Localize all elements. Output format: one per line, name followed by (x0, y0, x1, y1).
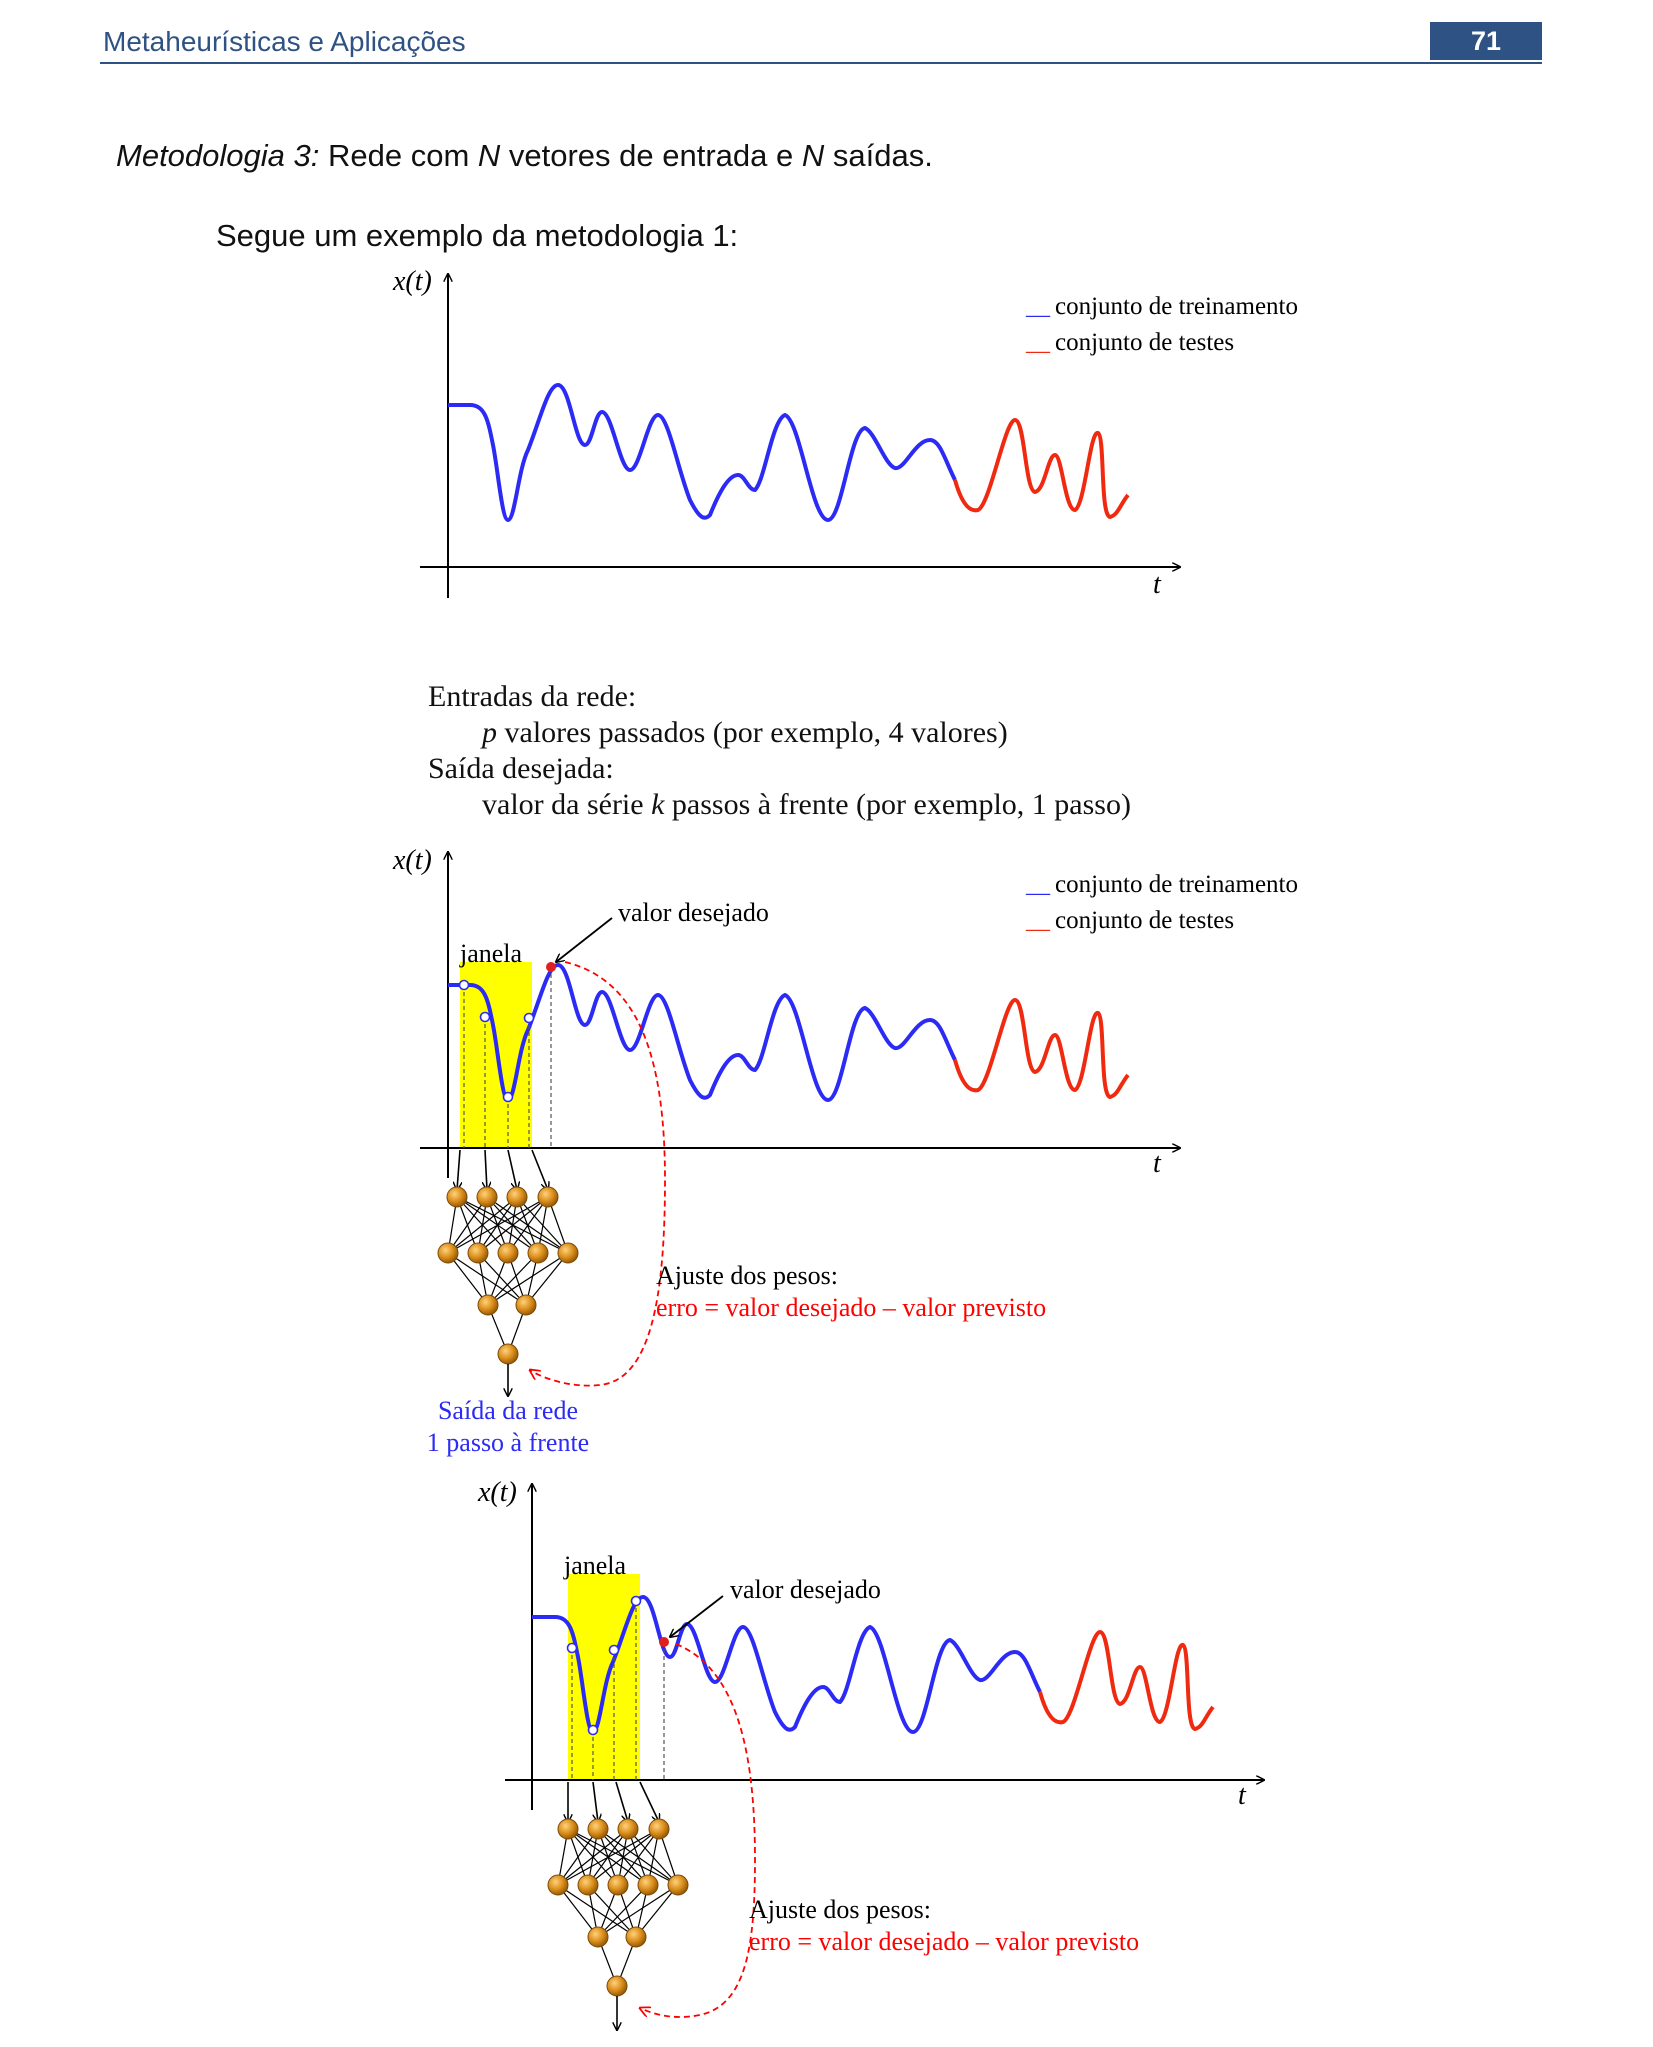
training-series (448, 962, 957, 1103)
input-arrows (568, 1781, 659, 1822)
training-series (532, 1594, 1042, 1735)
methodology-label: Metodologia 3: (116, 138, 320, 173)
desired-value-pointer (556, 917, 613, 962)
testing-series (953, 997, 1130, 1100)
legend-testing-label: conjunto de testes (1055, 329, 1234, 356)
desired-value-label: valor desejado (618, 898, 769, 927)
training-series (448, 382, 957, 523)
neurons (437, 1186, 579, 1365)
error-formula: erro = valor desejado – valor previsto (749, 1927, 1139, 1956)
network-output-line-2: 1 passo à frente (427, 1428, 589, 1457)
figure-3-sliding-window-diagram: x(t) t janela valor desejado (477, 1477, 1264, 2030)
y-axis-label: x(t) (477, 1477, 517, 1508)
legend-training-marker: __ (1025, 294, 1051, 320)
adjust-weights-title: Ajuste dos pesos: (656, 1261, 838, 1290)
figure-2-window-diagram: x(t) t janela valor desejado __ conjunto… (392, 845, 1298, 1457)
legend-training-label: conjunto de treinamento (1055, 871, 1298, 898)
page-number: 71 (1430, 22, 1542, 60)
legend-testing-label: conjunto de testes (1055, 907, 1234, 934)
window-label: janela (563, 1551, 627, 1580)
methodology-n-1: N (477, 138, 501, 173)
adjust-weights-title: Ajuste dos pesos: (749, 1895, 931, 1924)
network-output-line-1: Saída da rede (438, 1396, 578, 1425)
testing-series (1038, 1629, 1215, 1732)
neurons (547, 1818, 689, 1997)
desired-text-b: passos à frente (por exemplo, 1 passo) (664, 788, 1131, 821)
desired-value-label: valor desejado (730, 1575, 881, 1604)
inputs-text: valores passados (por exemplo, 4 valores… (497, 716, 1008, 749)
methodology-text-1: Rede com (319, 138, 478, 173)
desired-output-description: valor da série k passos à frente (por ex… (482, 788, 1131, 822)
neural-network (437, 1149, 579, 1396)
desired-text-a: valor da série (482, 788, 652, 821)
window-sample-points (566, 1595, 642, 1736)
example-intro: Segue um exemplo da metodologia 1: (216, 218, 739, 253)
figure-1-time-series: x(t) t __ conjunto de treinamento __ con… (392, 266, 1298, 600)
neural-network (547, 1781, 689, 2030)
methodology-text-3: saídas. (824, 138, 933, 173)
legend-testing-marker: __ (1025, 908, 1051, 934)
network-connections (557, 1828, 679, 1987)
weight-adjust-feedback-arrow (640, 1643, 756, 2018)
p-variable: p (482, 716, 497, 749)
testing-series (953, 417, 1130, 520)
inputs-description: p valores passados (por exemplo, 4 valor… (482, 716, 1008, 750)
header-title: Metaheurísticas e Aplicações (103, 26, 466, 57)
methodology-text-2: vetores de entrada e (500, 138, 802, 173)
input-arrows (457, 1149, 548, 1190)
window-highlight (568, 1574, 640, 1780)
methodology-line: Metodologia 3: Rede com N vetores de ent… (116, 138, 933, 174)
desired-value-point (546, 962, 556, 972)
window-sample-points (458, 979, 535, 1103)
network-connections (447, 1196, 569, 1355)
desired-output-heading: Saída desejada: (428, 752, 614, 785)
methodology-n-2: N (801, 138, 825, 173)
x-axis-label: t (1238, 1780, 1247, 1811)
inputs-heading: Entradas da rede: (428, 680, 637, 713)
error-formula: erro = valor desejado – valor previsto (656, 1293, 1046, 1322)
legend-testing-marker: __ (1025, 330, 1051, 356)
legend: __ conjunto de treinamento __ conjunto d… (1025, 871, 1298, 934)
k-variable: k (651, 788, 665, 821)
x-axis-label: t (1153, 1148, 1162, 1179)
weight-adjust-feedback-arrow (530, 961, 666, 1387)
window-sample-guides (571, 1601, 665, 1780)
legend-training-marker: __ (1025, 872, 1051, 898)
window-sample-guides (463, 967, 552, 1148)
desired-value-pointer (670, 1595, 724, 1637)
legend-training-label: conjunto de treinamento (1055, 293, 1298, 320)
window-label: janela (459, 939, 523, 968)
desired-value-point (659, 1637, 669, 1647)
x-axis-label: t (1153, 569, 1162, 600)
page-header: Metaheurísticas e Aplicações 71 (100, 22, 1542, 64)
y-axis-label: x(t) (392, 845, 432, 876)
y-axis-label: x(t) (392, 266, 432, 297)
legend: __ conjunto de treinamento __ conjunto d… (1025, 293, 1298, 356)
